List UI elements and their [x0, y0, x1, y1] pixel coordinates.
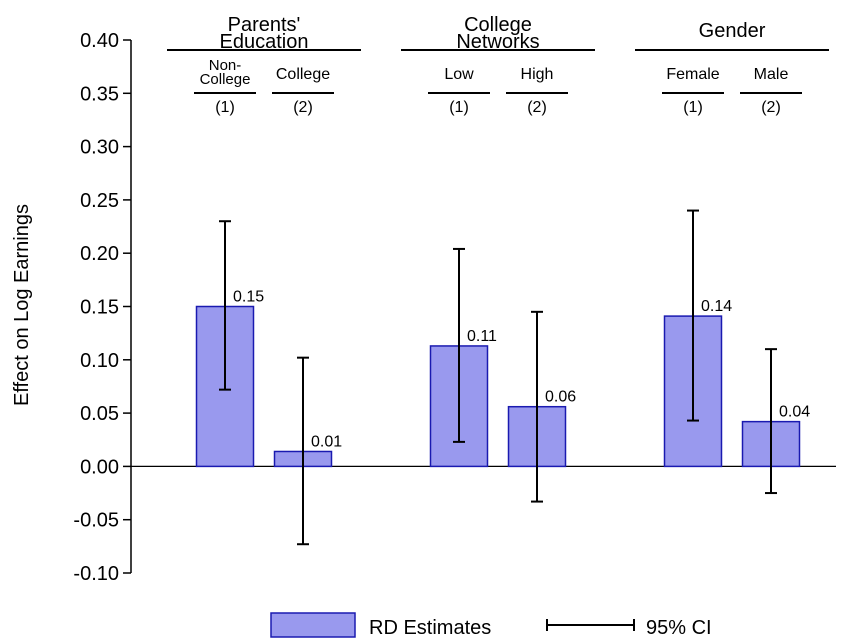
- bar-value-label: 0.14: [701, 298, 732, 315]
- bar-category-label: Female: [666, 66, 719, 83]
- bar-value-label: 0.06: [545, 389, 576, 406]
- bar-column-number: (2): [293, 99, 313, 116]
- legend-bar-swatch: [270, 612, 356, 638]
- legend: RD Estimates 95% CI: [270, 612, 712, 639]
- group-title: Gender: [699, 20, 766, 42]
- bar-category-label: College: [276, 66, 330, 83]
- bar-column-number: (1): [683, 99, 703, 116]
- group-headers-layer: Parents'EducationNon-College(1)College(2…: [167, 14, 829, 116]
- y-tick-label: 0.20: [80, 243, 119, 265]
- bar-category-label: Low: [444, 66, 474, 83]
- bar-column-number: (2): [527, 99, 547, 116]
- y-tick-label: -0.10: [73, 563, 119, 585]
- y-tick-label: 0.35: [80, 83, 119, 105]
- bar-value-label: 0.15: [233, 289, 264, 306]
- y-tick-label: 0.30: [80, 137, 119, 159]
- group-title: College: [464, 14, 532, 36]
- y-tick-label: 0.40: [80, 30, 119, 52]
- bar-column-number: (1): [215, 99, 235, 116]
- y-tick-label: 0.00: [80, 456, 119, 478]
- y-tick-label: 0.05: [80, 403, 119, 425]
- bar-column-number: (1): [449, 99, 469, 116]
- bar-value-label: 0.01: [311, 433, 342, 450]
- bar-value-label: 0.11: [467, 328, 497, 345]
- group-title: Education: [220, 31, 309, 53]
- bar-category-label: Male: [754, 66, 789, 83]
- value-labels-layer: 0.15 0.01 0.11 0.06 0.14 0.04: [233, 289, 810, 451]
- bar-category-label: Non-: [209, 57, 242, 74]
- ci-layer: [219, 209, 777, 546]
- bar-category-label: College: [200, 71, 251, 88]
- group-title: Networks: [456, 31, 539, 53]
- y-axis: -0.10 -0.05 0.00 0.05 0.10 0.15 0.20 0.25 0.30 0.…: [73, 30, 132, 585]
- bars-layer: [195, 305, 801, 468]
- y-axis-label: Effect on Log Earnings: [11, 204, 33, 406]
- y-tick-label: 0.25: [80, 190, 119, 212]
- y-tick-label: -0.05: [73, 510, 119, 532]
- bar-column-number: (2): [761, 99, 781, 116]
- y-tick-label: 0.15: [80, 297, 119, 319]
- bar-category-label: High: [521, 66, 554, 83]
- bar-value-label: 0.04: [779, 404, 810, 421]
- y-tick-label: 0.10: [80, 350, 119, 372]
- legend-bar-label: RD Estimates: [369, 617, 491, 639]
- group-title: Parents': [228, 14, 301, 36]
- legend-ci-label: 95% CI: [646, 617, 712, 639]
